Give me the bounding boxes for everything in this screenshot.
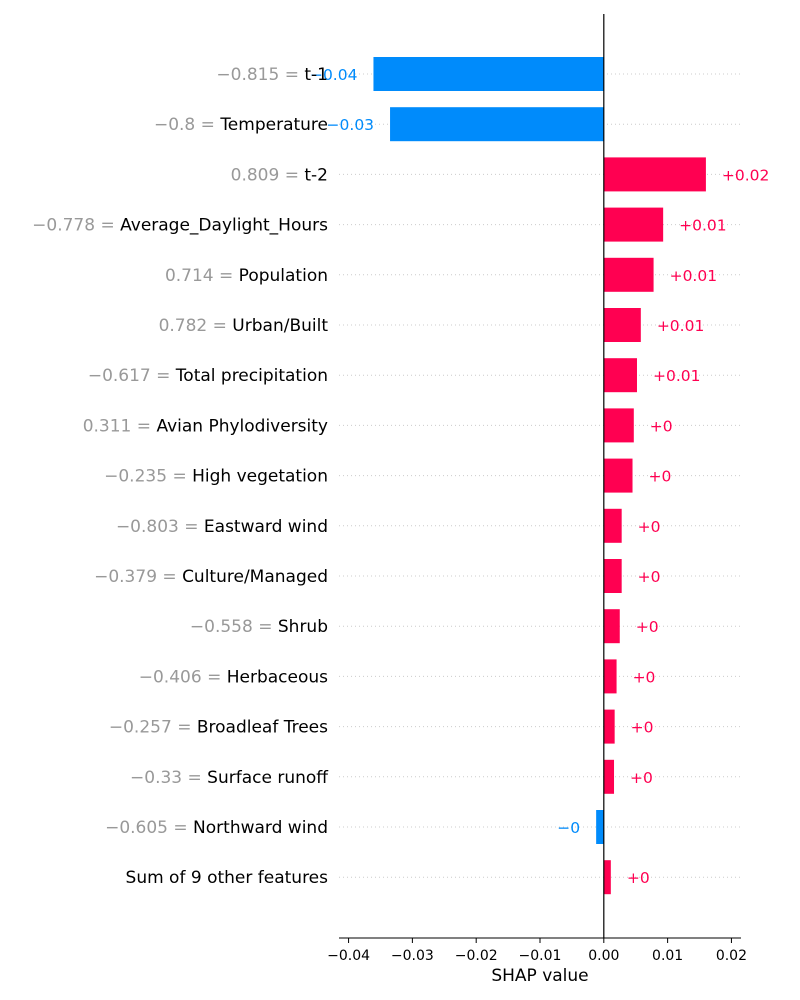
feature-label: −0.558 = Shrub [190,617,328,637]
row-guides [339,73,741,878]
feature-label: 0.782 = Urban/Built [159,316,329,336]
x-axis: −0.04 −0.03 −0.02 −0.01 0.00 0.01 0.02 SHAP val… [327,937,747,986]
bar [603,408,634,443]
feature-name: Culture/Managed [182,567,328,587]
feature-value: 0.782 = [159,316,233,336]
data-label: +0 [631,719,654,737]
bar [603,207,664,242]
feature-label: −0.379 = Culture/Managed [94,567,328,587]
bar [390,107,604,142]
feature-value: 0.809 = [231,165,305,185]
feature-name: Average_Daylight_Hours [120,216,328,236]
feature-value: −0.8 = [154,115,220,135]
x-tick-label: −0.03 [391,948,434,964]
feature-value: −0.815 = [216,65,304,85]
feature-name: Sum of 9 other features [126,868,329,888]
data-label: −0.03 [327,116,375,134]
data-label: +0.01 [670,267,718,285]
bars [373,57,706,895]
feature-label: −0.605 = Northward wind [105,818,328,838]
x-tick-label: −0.01 [519,948,562,964]
feature-value: −0.778 = [32,216,120,236]
feature-label: 0.809 = t-2 [231,165,328,185]
bar [603,257,654,292]
feature-labels: −0.04−0.815 = t-1−0.03−0.8 = Temperature… [32,65,769,888]
feature-value: −0.235 = [104,467,192,487]
x-tick-label: −0.04 [327,948,370,964]
feature-value: −0.558 = [190,617,278,637]
feature-value: −0.257 = [109,718,197,738]
data-label: +0 [638,568,661,586]
bar [603,458,633,493]
data-label: +0 [633,668,656,686]
bar [603,157,706,192]
data-label: +0.01 [657,317,705,335]
x-tick-label: 0.02 [716,948,747,964]
x-tick-label: 0.00 [588,948,619,964]
bar [373,57,604,91]
feature-name: Avian Phylodiversity [156,416,328,436]
feature-value: −0.33 = [130,768,207,788]
feature-name: Broadleaf Trees [197,718,328,738]
data-label: +0.01 [653,367,701,385]
x-tick-label: 0.01 [652,948,683,964]
feature-label: −0.803 = Eastward wind [116,517,328,537]
feature-value: 0.714 = [165,266,239,286]
feature-label: −0.815 = t-1 [216,65,328,85]
data-label: +0 [627,869,650,887]
feature-label: −0.257 = Broadleaf Trees [109,718,328,738]
feature-name: Eastward wind [204,517,328,537]
bar [596,810,604,844]
feature-label: 0.311 = Avian Phylodiversity [83,416,328,436]
feature-label: −0.778 = Average_Daylight_Hours [32,216,328,236]
bar [603,709,615,744]
bar [603,759,615,794]
feature-name: Northward wind [193,818,328,838]
bar [603,659,617,694]
data-label: +0.02 [722,166,770,184]
x-axis-label: SHAP value [491,966,588,986]
bar [603,860,611,895]
feature-name: High vegetation [192,467,328,487]
feature-label: −0.8 = Temperature [154,115,328,135]
data-label: +0 [650,417,673,435]
feature-name: Total precipitation [175,366,328,386]
feature-value: 0.311 = [83,416,157,436]
bar [603,308,641,342]
bar [603,358,637,393]
x-tick-label: −0.02 [455,948,498,964]
feature-name: t-2 [304,165,328,185]
data-label: +0 [636,618,659,636]
feature-name: Urban/Built [232,316,328,336]
feature-value: −0.605 = [105,818,193,838]
feature-value: −0.617 = [88,366,176,386]
feature-label: −0.617 = Total precipitation [88,366,328,386]
feature-name: t-1 [304,65,328,85]
feature-value: −0.379 = [94,567,182,587]
bar [603,508,622,543]
data-label: +0.01 [679,217,727,235]
feature-label: −0.33 = Surface runoff [130,768,329,788]
feature-label: 0.714 = Population [165,266,328,286]
bar [603,559,622,593]
feature-name: Herbaceous [227,667,328,687]
feature-label: −0.406 = Herbaceous [139,667,328,687]
bar [603,609,620,644]
feature-label: Sum of 9 other features [126,868,329,888]
feature-value: −0.406 = [139,667,227,687]
feature-label: −0.235 = High vegetation [104,467,328,487]
feature-value: −0.803 = [116,517,204,537]
data-label: +0 [649,468,672,486]
feature-name: Shrub [278,617,328,637]
feature-name: Temperature [219,115,328,135]
data-label: +0 [638,518,661,536]
feature-name: Population [239,266,328,286]
data-label: +0 [630,769,653,787]
data-label: −0.04 [310,66,358,84]
feature-name: Surface runoff [207,768,329,788]
data-label: −0 [557,819,580,837]
